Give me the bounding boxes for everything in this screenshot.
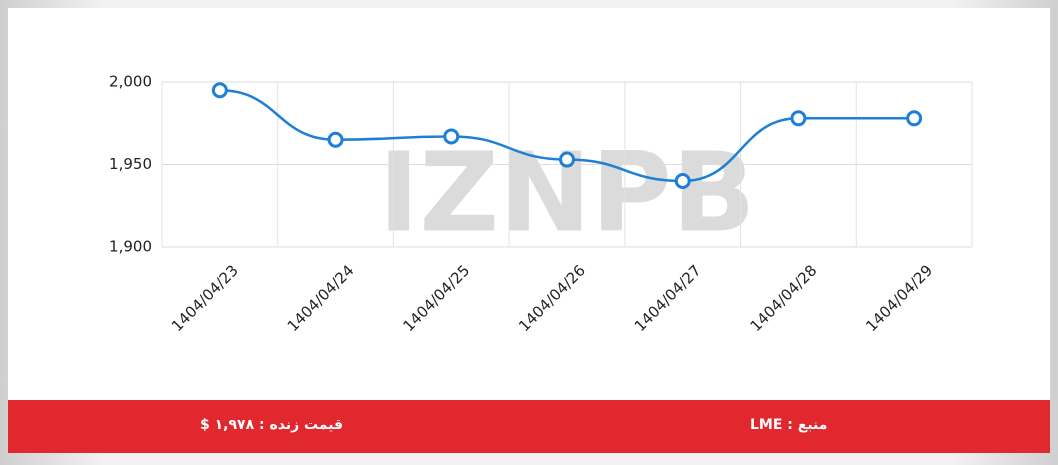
point <box>443 128 460 145</box>
point <box>674 173 691 189</box>
x-tick-label: 1404/04/24 <box>284 261 358 335</box>
x-tick-label: 1404/04/27 <box>631 261 705 335</box>
live-price: قیمت زنده : ۱,۹۷۸ $ <box>200 417 344 433</box>
point <box>559 151 575 168</box>
y-tick-label: 2,000 <box>109 73 152 91</box>
watermark: IZNPB <box>378 128 755 256</box>
y-tick-label: 1,950 <box>109 155 152 173</box>
footer-bar: قیمت زنده : ۱,۹۷۸ $ منبع : LME <box>8 400 1050 453</box>
y-tick-label: 1,900 <box>109 238 152 256</box>
x-tick-label: 1404/04/29 <box>862 261 936 335</box>
x-tick-label: 1404/04/25 <box>399 261 473 335</box>
point <box>211 82 228 99</box>
chart: IZNPB 1,900 1,950 2,000 1404/04/23 1404/04/2… <box>109 73 973 335</box>
chart-panel <box>8 8 1050 400</box>
x-tick-label: 1404/04/23 <box>168 261 242 335</box>
point <box>790 110 807 127</box>
x-tick-label: 1404/04/28 <box>747 261 821 335</box>
source: منبع : LME <box>750 417 828 433</box>
point <box>327 131 344 148</box>
x-tick-label: 1404/04/26 <box>515 261 589 335</box>
point <box>906 110 923 127</box>
